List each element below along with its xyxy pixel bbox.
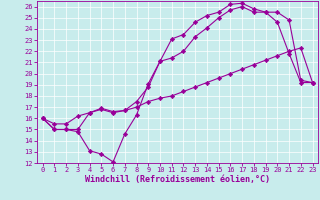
X-axis label: Windchill (Refroidissement éolien,°C): Windchill (Refroidissement éolien,°C) xyxy=(85,175,270,184)
